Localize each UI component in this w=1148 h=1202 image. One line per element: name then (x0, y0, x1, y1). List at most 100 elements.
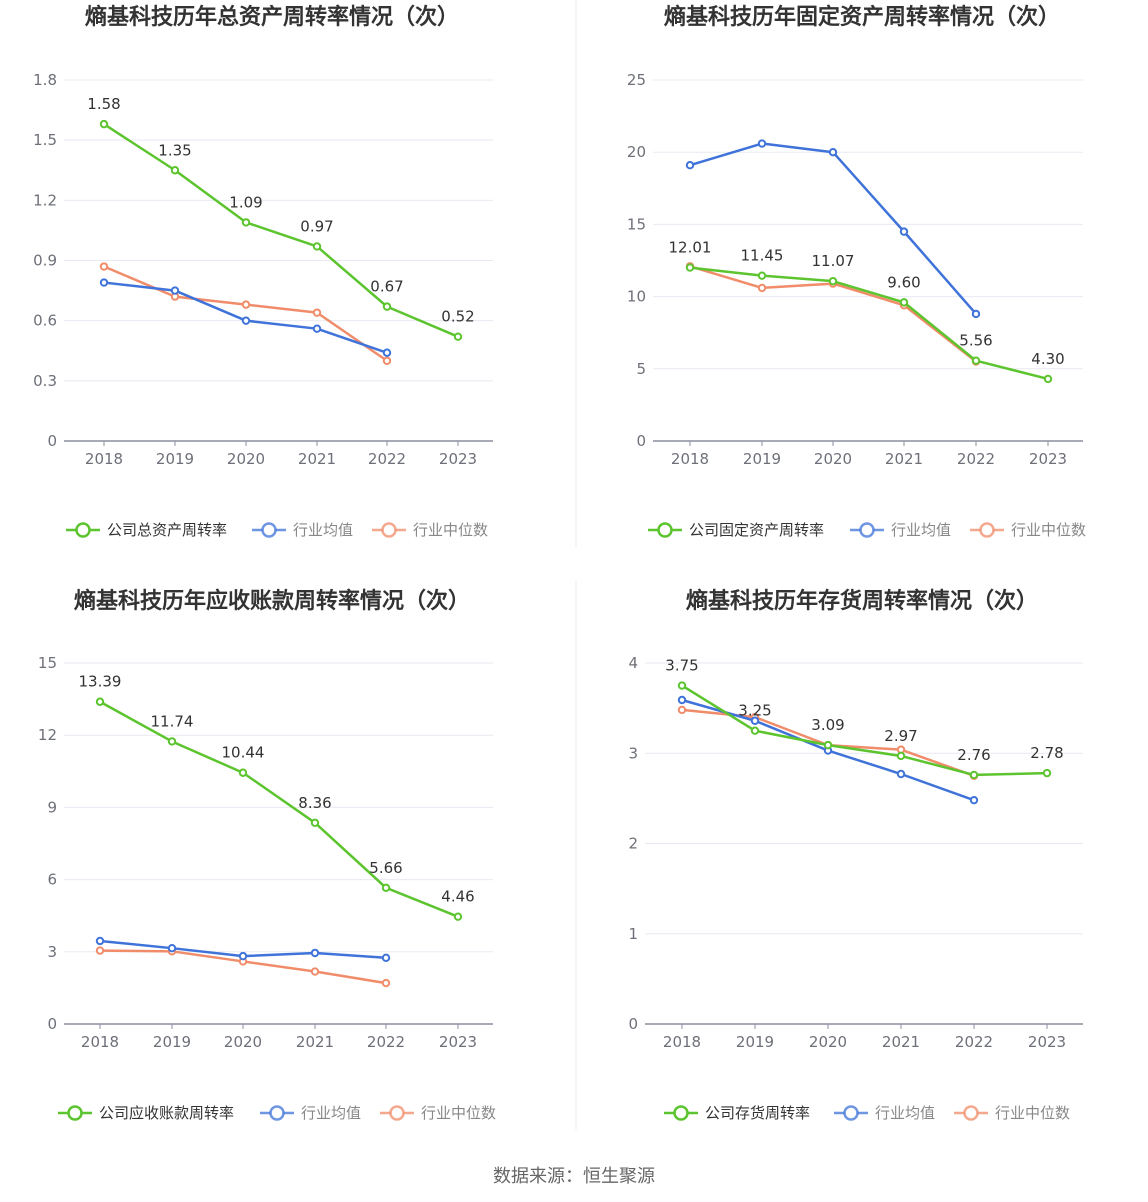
data-point-industry-avg (381, 953, 391, 963)
data-label: 4.30 (1031, 350, 1064, 368)
legend-marker-icon (657, 522, 673, 538)
x-tick-label: 2021 (882, 1033, 920, 1051)
legend-label: 行业中位数 (413, 521, 488, 539)
data-point-company (899, 298, 909, 307)
data-label: 12.01 (669, 239, 712, 257)
data-point-industry-avg (685, 160, 695, 170)
data-label: 2.76 (957, 746, 990, 764)
data-point-industry-median (95, 946, 105, 955)
legend-item-industry-avg[interactable]: 行业均值 (252, 521, 353, 539)
y-tick-label: 4 (628, 654, 638, 672)
series-line-industry-avg (689, 142, 977, 315)
y-tick-label: 0 (47, 1015, 57, 1033)
x-tick-label: 2021 (885, 450, 923, 468)
series-line-industry-median (103, 265, 388, 362)
legend-item-industry-median[interactable]: 行业中位数 (372, 521, 488, 539)
y-tick-label: 1 (628, 925, 638, 943)
x-tick-label: 2020 (814, 450, 852, 468)
data-label: 3.25 (738, 702, 771, 720)
y-tick-label: 12 (38, 726, 57, 744)
legend-marker-icon (269, 1105, 285, 1121)
y-tick-label: 20 (627, 143, 646, 161)
data-point-industry-avg (677, 695, 687, 705)
data-point-industry-avg (238, 951, 248, 961)
data-point-company (99, 119, 109, 129)
legend-marker-icon (67, 1105, 83, 1121)
legend-item-company[interactable]: 公司应收账款周转率 (58, 1104, 234, 1122)
data-label: 2.78 (1030, 744, 1063, 762)
data-point-industry-avg (310, 948, 320, 958)
data-point-company (167, 737, 177, 746)
y-tick-label: 0 (636, 432, 646, 450)
legend-label: 行业中位数 (421, 1104, 496, 1122)
legend-label: 行业中位数 (995, 1104, 1070, 1122)
data-label: 3.75 (665, 657, 698, 675)
data-label: 2.97 (884, 727, 917, 745)
legend-item-industry-avg[interactable]: 行业均值 (850, 521, 951, 539)
x-tick-label: 2019 (153, 1033, 191, 1051)
data-point-industry-avg (828, 148, 838, 157)
data-label: 4.46 (441, 888, 474, 906)
legend-marker-icon (261, 522, 277, 538)
y-tick-label: 0.3 (33, 372, 57, 390)
series-line-company (681, 684, 1048, 777)
x-tick-label: 2018 (663, 1033, 701, 1051)
data-point-industry-avg (95, 936, 105, 946)
chart-panel-2: 熵基科技历年固定资产周转率情况（次） 0 5 10 15 20 25 2018 2019 2020… (627, 4, 1086, 539)
legend-item-company[interactable]: 公司总资产周转率 (66, 521, 227, 539)
data-label: 5.56 (959, 332, 992, 350)
x-tick-label: 2021 (296, 1033, 334, 1051)
data-point-industry-avg (971, 309, 981, 319)
chart-panel-3: 熵基科技历年应收账款周转率情况（次） 0 3 6 9 12 15 2018 2019 2020 20… (38, 588, 496, 1122)
legend-label: 公司总资产周转率 (107, 521, 227, 539)
legend-marker-icon (979, 522, 995, 538)
data-point-company (828, 276, 838, 286)
legend-label: 行业均值 (891, 521, 951, 539)
data-label: 9.60 (887, 273, 920, 291)
data-point-company (382, 302, 392, 311)
legend-item-company[interactable]: 公司固定资产周转率 (648, 521, 824, 539)
data-label: 0.97 (300, 217, 333, 235)
legend-item-industry-avg[interactable]: 行业均值 (834, 1104, 935, 1122)
x-tick-label: 2022 (955, 1033, 993, 1051)
y-tick-label: 1.8 (33, 71, 57, 89)
data-point-company (1042, 768, 1052, 778)
x-tick-label: 2022 (367, 1033, 405, 1051)
data-point-industry-median (99, 262, 109, 271)
data-point-company (1043, 374, 1053, 384)
legend-label: 公司存货周转率 (705, 1104, 810, 1122)
y-tick-label: 10 (627, 288, 646, 306)
y-tick-label: 6 (47, 871, 57, 889)
legend-label: 行业中位数 (1011, 521, 1086, 539)
data-label: 11.74 (151, 712, 194, 730)
data-point-industry-avg (899, 227, 909, 236)
data-point-industry-avg (312, 324, 322, 333)
data-label: 1.09 (229, 193, 262, 211)
legend-item-company[interactable]: 公司存货周转率 (664, 1104, 810, 1122)
data-point-company (823, 740, 833, 750)
data-point-company (896, 751, 906, 761)
data-point-industry-avg (167, 943, 177, 953)
data-point-industry-median (381, 978, 391, 988)
data-point-industry-avg (170, 286, 180, 295)
data-label: 11.45 (741, 247, 784, 265)
data-label: 13.39 (79, 673, 122, 691)
legend-item-industry-median[interactable]: 行业中位数 (970, 521, 1086, 539)
legend-marker-icon (963, 1105, 979, 1121)
legend-item-industry-median[interactable]: 行业中位数 (954, 1104, 1070, 1122)
data-label: 10.44 (222, 744, 265, 762)
y-tick-label: 3 (628, 744, 638, 762)
y-tick-label: 0.9 (33, 252, 57, 270)
legend-item-industry-median[interactable]: 行业中位数 (380, 1104, 496, 1122)
chart-panel-4: 熵基科技历年存货周转率情况（次） 0 1 2 3 4 2018 2019 2020 2021 202… (628, 588, 1083, 1122)
x-tick-label: 2022 (957, 450, 995, 468)
data-point-company (677, 681, 687, 690)
legend-marker-icon (75, 522, 91, 538)
legend-item-industry-avg[interactable]: 行业均值 (260, 1104, 361, 1122)
data-label: 0.67 (370, 278, 403, 296)
chart-title: 熵基科技历年应收账款周转率情况（次） (73, 588, 470, 614)
data-point-company (170, 166, 180, 175)
legend-marker-icon (389, 1105, 405, 1121)
data-point-company (750, 726, 760, 735)
